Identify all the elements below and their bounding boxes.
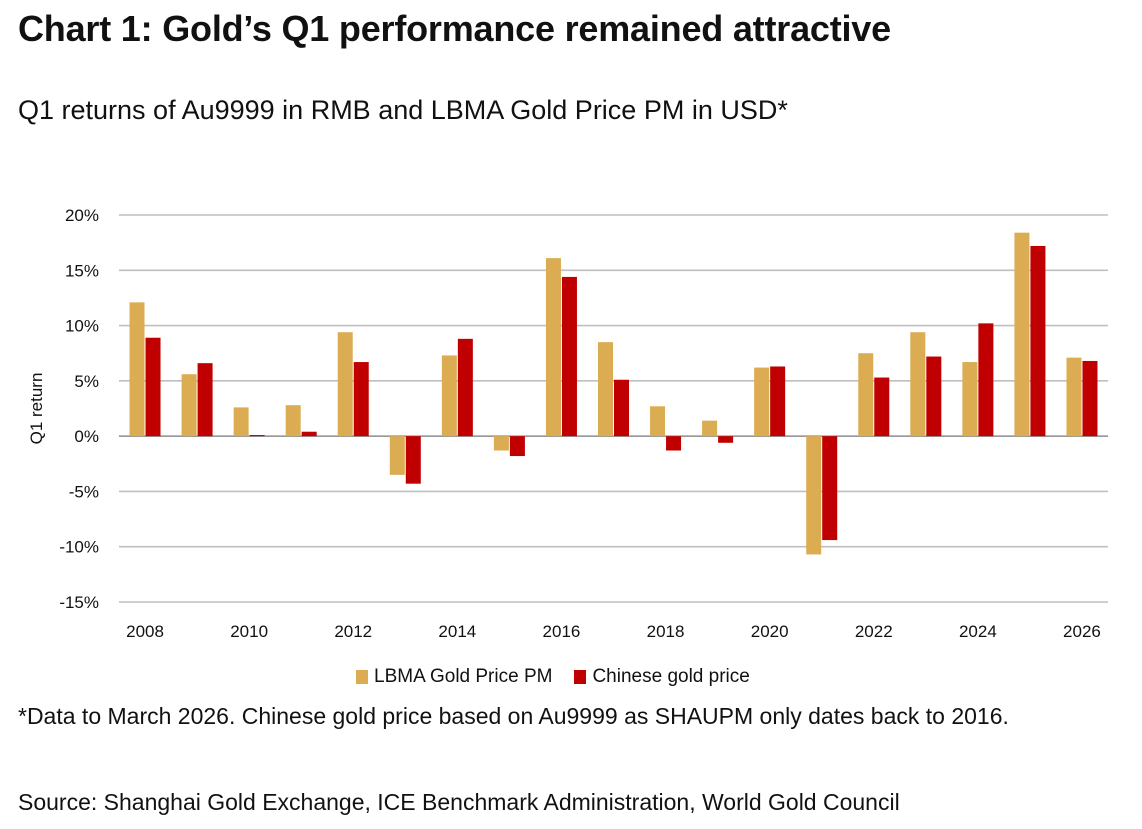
x-tick-label: 2008: [126, 622, 164, 641]
chart-title: Chart 1: Gold’s Q1 performance remained …: [18, 8, 891, 49]
bar-lbma-2021: [806, 436, 822, 555]
bar-lbma-2024: [962, 362, 978, 437]
y-tick-label: 0%: [74, 427, 99, 446]
x-tick-label: 2010: [230, 622, 268, 641]
bar-chinese-2025: [1030, 245, 1046, 437]
bar-lbma-2018: [650, 406, 666, 437]
y-tick-label: 15%: [65, 261, 99, 280]
bar-lbma-2013: [389, 436, 405, 475]
bar-chinese-2018: [666, 436, 682, 451]
y-tick-label: -5%: [69, 482, 99, 501]
bar-lbma-2010: [233, 407, 249, 437]
bar-lbma-2009: [181, 374, 197, 437]
legend-item-chinese: Chinese gold price: [574, 666, 750, 688]
legend-swatch-lbma: [356, 670, 368, 684]
x-tick-label: 2016: [543, 622, 581, 641]
bar-lbma-2019: [702, 420, 718, 437]
y-tick-label: 20%: [65, 206, 99, 225]
y-tick-label: 10%: [65, 317, 99, 336]
bar-lbma-2015: [493, 436, 509, 451]
x-tick-label: 2014: [438, 622, 476, 641]
bar-lbma-2016: [545, 258, 561, 437]
x-tick-label: 2020: [751, 622, 789, 641]
bar-chinese-2009: [197, 363, 213, 437]
bar-lbma-2025: [1014, 232, 1030, 437]
bar-lbma-2020: [754, 367, 770, 437]
bar-chinese-2021: [822, 436, 838, 541]
bar-lbma-2014: [441, 355, 457, 437]
legend-item-lbma: LBMA Gold Price PM: [356, 666, 552, 688]
bar-chart: 20% 15% 10% 5% 0% -5% -10% -15% 2008 2010 2012 2014…: [27, 206, 1108, 641]
footnote: *Data to March 2026. Chinese gold price …: [18, 703, 1009, 729]
bar-chinese-2016: [561, 276, 577, 437]
legend-swatch-chinese: [574, 670, 587, 684]
bar-chinese-2026: [1082, 360, 1098, 437]
bar-chinese-2022: [874, 377, 890, 437]
bar-lbma-2022: [858, 353, 874, 437]
bar-chinese-2015: [509, 436, 525, 457]
x-tick-label: 2024: [959, 622, 997, 641]
bar-chinese-2012: [353, 362, 369, 437]
y-tick-label: 5%: [74, 372, 99, 391]
legend-label-lbma: LBMA Gold Price PM: [374, 666, 553, 687]
source-note: Source: Shanghai Gold Exchange, ICE Benc…: [18, 789, 900, 815]
bar-lbma-2026: [1066, 357, 1082, 437]
bar-lbma-2011: [285, 405, 301, 437]
bar-chinese-2017: [614, 379, 629, 437]
chart-subtitle: Q1 returns of Au9999 in RMB and LBMA Gol…: [18, 95, 788, 125]
x-tick-label: 2018: [647, 622, 685, 641]
x-tick-label: 2012: [334, 622, 372, 641]
y-tick-label: -15%: [59, 593, 99, 612]
bar-chinese-2008: [145, 337, 161, 437]
bar-chinese-2014: [457, 338, 473, 437]
bar-chinese-2023: [926, 356, 942, 437]
bar-chinese-2010: [249, 435, 265, 437]
y-axis-label: Q1 return: [27, 373, 46, 445]
bar-lbma-2008: [129, 302, 145, 437]
x-tick-label: 2026: [1063, 622, 1101, 641]
bar-lbma-2012: [337, 332, 353, 437]
legend: LBMA Gold Price PM Chinese gold price: [356, 666, 772, 688]
bar-chinese-2024: [978, 323, 994, 437]
bar-chinese-2020: [770, 366, 786, 437]
x-tick-label: 2022: [855, 622, 893, 641]
bar-chinese-2011: [301, 431, 317, 437]
legend-label-chinese: Chinese gold price: [592, 666, 750, 687]
y-tick-label: -10%: [59, 538, 99, 557]
bar-lbma-2017: [598, 342, 613, 437]
bar-chinese-2013: [405, 436, 421, 484]
bar-lbma-2023: [910, 332, 926, 437]
bar-chinese-2019: [718, 436, 734, 443]
